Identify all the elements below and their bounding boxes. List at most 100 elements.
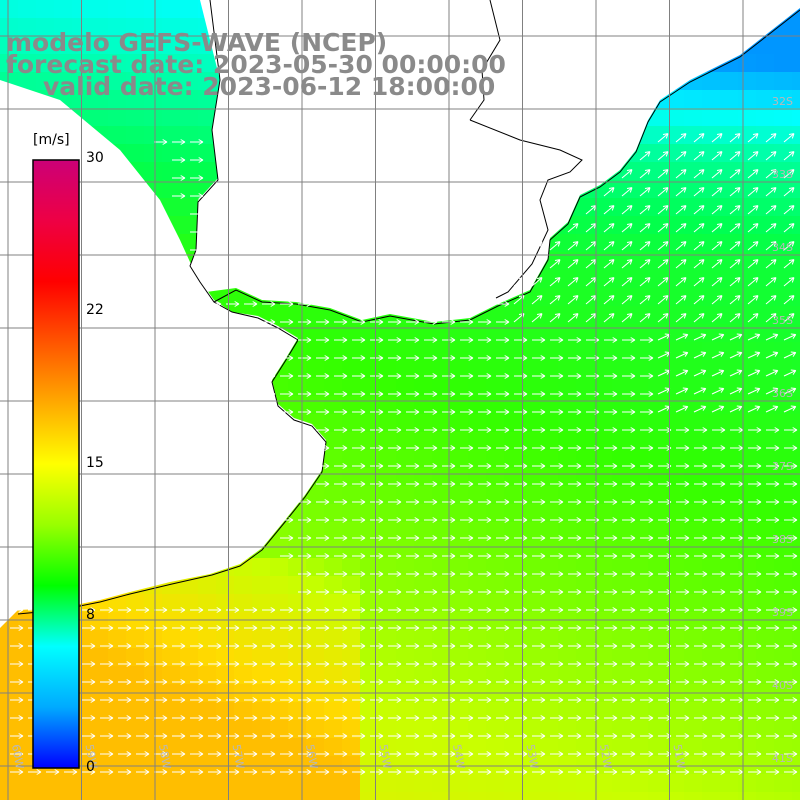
wind-arrow [514, 427, 528, 433]
field-cell [216, 576, 235, 595]
wind-arrow [658, 679, 672, 685]
field-cell [468, 558, 487, 577]
lat-label: 38S [772, 533, 793, 546]
field-cell [324, 702, 343, 721]
wind-arrow [694, 553, 708, 559]
field-cell [396, 612, 415, 631]
field-cell [180, 198, 199, 217]
field-cell [630, 756, 649, 775]
wind-arrow [621, 223, 633, 233]
field-cell [756, 144, 775, 163]
colorbar-gradient [32, 159, 80, 769]
wind-arrow [549, 295, 561, 305]
wind-arrow [334, 715, 348, 721]
field-cell [720, 378, 739, 397]
field-cell [540, 522, 559, 541]
wind-arrow [10, 715, 24, 721]
field-cell [522, 756, 541, 775]
wind-arrow [496, 427, 510, 433]
wind-arrow [478, 499, 492, 505]
field-cell [648, 720, 667, 739]
field-cell [54, 18, 73, 37]
wind-arrow [586, 643, 600, 649]
wind-arrow [567, 313, 579, 323]
wind-arrow [298, 679, 312, 685]
field-cell [576, 792, 595, 800]
wind-arrow [693, 369, 707, 377]
wind-arrow [550, 607, 564, 613]
wind-arrow [730, 625, 744, 631]
field-cell [18, 648, 37, 667]
wind-arrow [604, 589, 618, 595]
wind-arrow [568, 463, 582, 469]
wind-arrow [478, 607, 492, 613]
field-cell [558, 540, 577, 559]
wind-arrow [244, 661, 258, 667]
field-cell [306, 594, 325, 613]
wind-arrow [622, 517, 636, 523]
field-cell [594, 198, 613, 217]
field-cell [468, 738, 487, 757]
wind-arrow [100, 769, 114, 775]
wind-arrow [460, 643, 474, 649]
wind-arrow [172, 733, 186, 739]
wind-arrow [712, 661, 726, 667]
wind-arrow [765, 241, 777, 251]
wind-arrow [676, 481, 690, 487]
wind-arrow [676, 589, 690, 595]
field-cell [468, 342, 487, 361]
field-cell [468, 594, 487, 613]
wind-arrow [460, 679, 474, 685]
field-cell [594, 270, 613, 289]
wind-arrow [352, 733, 366, 739]
field-cell [378, 648, 397, 667]
wind-arrow [640, 427, 654, 433]
field-cell [414, 630, 433, 649]
wind-arrow [496, 733, 510, 739]
field-cell [648, 198, 667, 217]
field-cell [270, 702, 289, 721]
field-cell [720, 180, 739, 199]
lon-label: 55W [377, 743, 394, 770]
wind-arrow [514, 589, 528, 595]
field-cell [594, 468, 613, 487]
field-cell [324, 612, 343, 631]
field-cell [432, 720, 451, 739]
wind-arrow [298, 427, 312, 433]
wind-arrow [730, 571, 744, 577]
wind-arrow [316, 769, 330, 775]
field-cell [666, 378, 685, 397]
wind-arrow [424, 517, 438, 523]
field-cell [90, 792, 109, 800]
wind-arrow [100, 661, 114, 667]
wind-arrow [208, 697, 222, 703]
field-cell [450, 468, 469, 487]
wind-arrow [370, 319, 384, 325]
field-cell [432, 342, 451, 361]
field-cell [90, 612, 109, 631]
wind-arrow [496, 751, 510, 757]
wind-arrow [640, 337, 654, 343]
wind-arrow [316, 733, 330, 739]
field-cell [180, 126, 199, 145]
lat-label: 32S [772, 95, 793, 108]
wind-arrow [712, 697, 726, 703]
wind-arrow [208, 679, 222, 685]
field-cell [702, 486, 721, 505]
field-cell [360, 324, 379, 343]
wind-arrow [496, 769, 510, 775]
field-cell [396, 738, 415, 757]
wind-arrow [712, 553, 726, 559]
wind-arrow [460, 373, 474, 379]
field-cell [792, 72, 800, 91]
field-cell [450, 342, 469, 361]
field-cell [594, 342, 613, 361]
field-cell [342, 774, 361, 793]
wind-arrow [531, 259, 543, 269]
field-cell [648, 666, 667, 685]
field-cell [432, 612, 451, 631]
wind-arrow [208, 607, 222, 613]
field-cell [558, 648, 577, 667]
field-cell [684, 90, 703, 109]
wind-arrow [190, 679, 204, 685]
